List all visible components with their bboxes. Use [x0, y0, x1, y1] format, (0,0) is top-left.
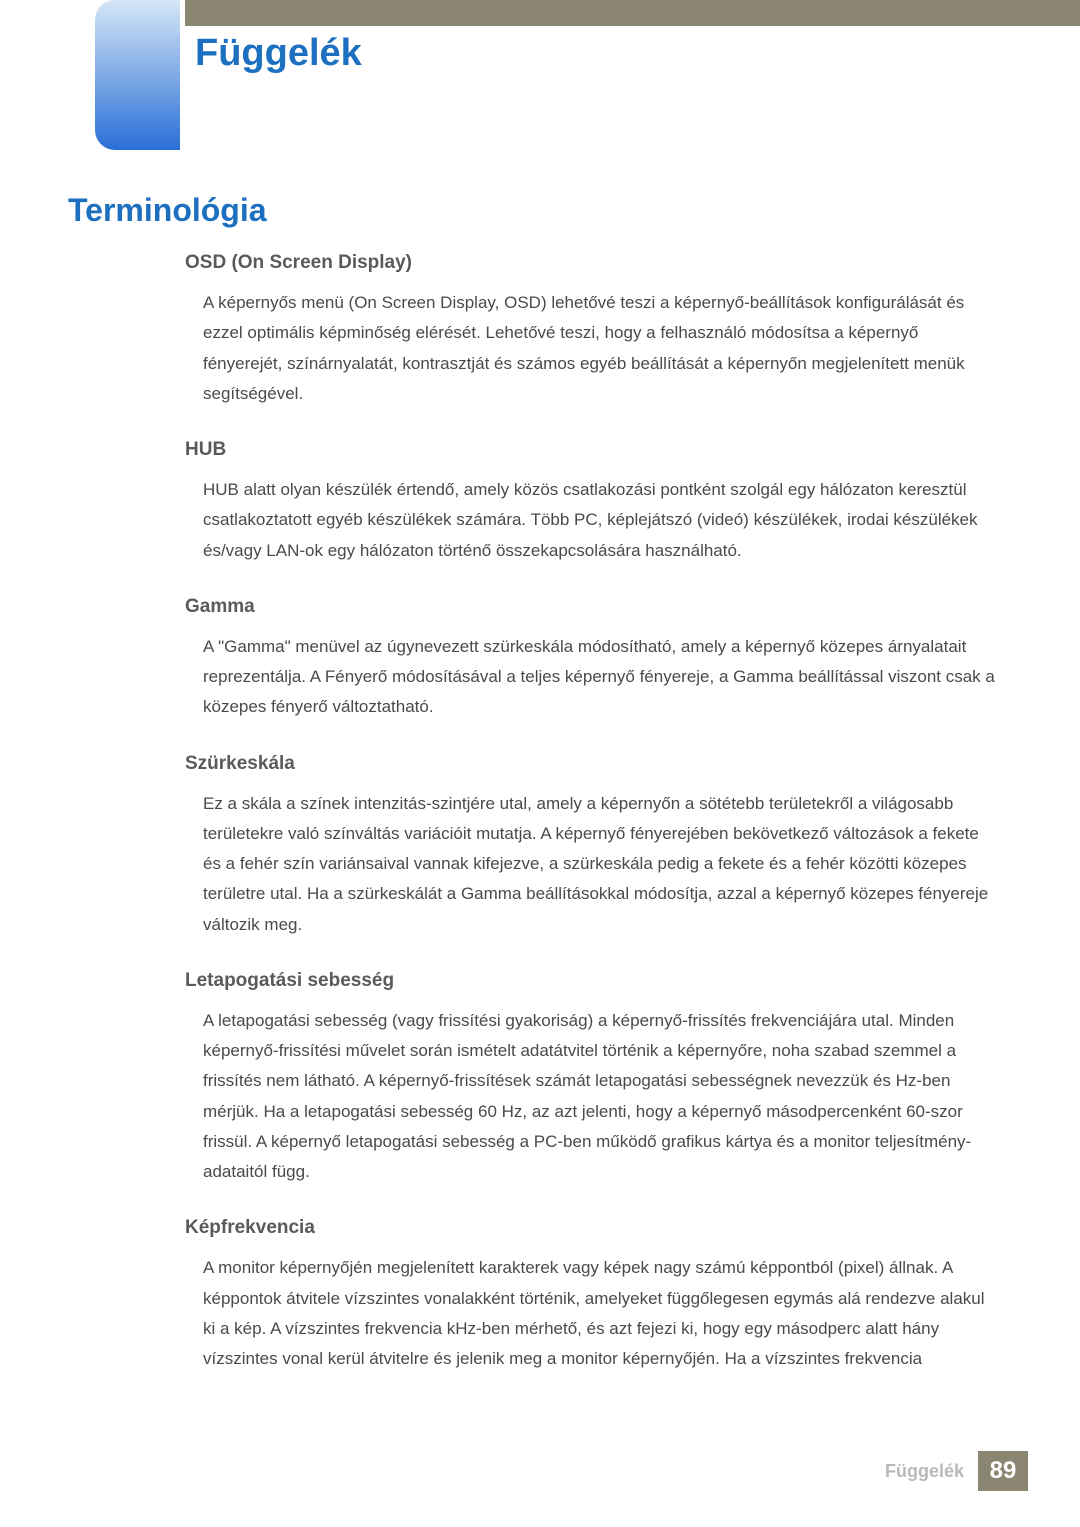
term-block: Letapogatási sebesség A letapogatási seb…	[185, 970, 996, 1188]
footer: Függelék 89	[885, 1451, 1028, 1491]
chapter-title: Függelék	[195, 32, 362, 75]
left-chapter-tab	[95, 0, 180, 150]
section-title: Terminológia	[68, 192, 267, 229]
term-block: Gamma A "Gamma" menüvel az úgynevezett s…	[185, 596, 996, 723]
term-block: Szürkeskála Ez a skála a színek intenzit…	[185, 753, 996, 940]
term-title: Képfrekvencia	[185, 1217, 996, 1239]
top-bar	[185, 0, 1080, 26]
footer-label: Függelék	[885, 1461, 964, 1482]
page-number: 89	[978, 1451, 1028, 1491]
term-body: A letapogatási sebesség (vagy frissítési…	[185, 1006, 996, 1188]
term-body: A képernyős menü (On Screen Display, OSD…	[185, 288, 996, 409]
term-title: Gamma	[185, 596, 996, 618]
term-body: Ez a skála a színek intenzitás-szintjére…	[185, 789, 996, 940]
term-block: OSD (On Screen Display) A képernyős menü…	[185, 252, 996, 409]
term-title: OSD (On Screen Display)	[185, 252, 996, 274]
term-body: HUB alatt olyan készülék értendő, amely …	[185, 475, 996, 566]
term-title: HUB	[185, 439, 996, 461]
term-block: HUB HUB alatt olyan készülék értendő, am…	[185, 439, 996, 566]
content-area: OSD (On Screen Display) A képernyős menü…	[185, 252, 996, 1404]
term-body: A "Gamma" menüvel az úgynevezett szürkes…	[185, 632, 996, 723]
term-block: Képfrekvencia A monitor képernyőjén megj…	[185, 1217, 996, 1374]
term-title: Szürkeskála	[185, 753, 996, 775]
term-title: Letapogatási sebesség	[185, 970, 996, 992]
term-body: A monitor képernyőjén megjelenített kara…	[185, 1253, 996, 1374]
